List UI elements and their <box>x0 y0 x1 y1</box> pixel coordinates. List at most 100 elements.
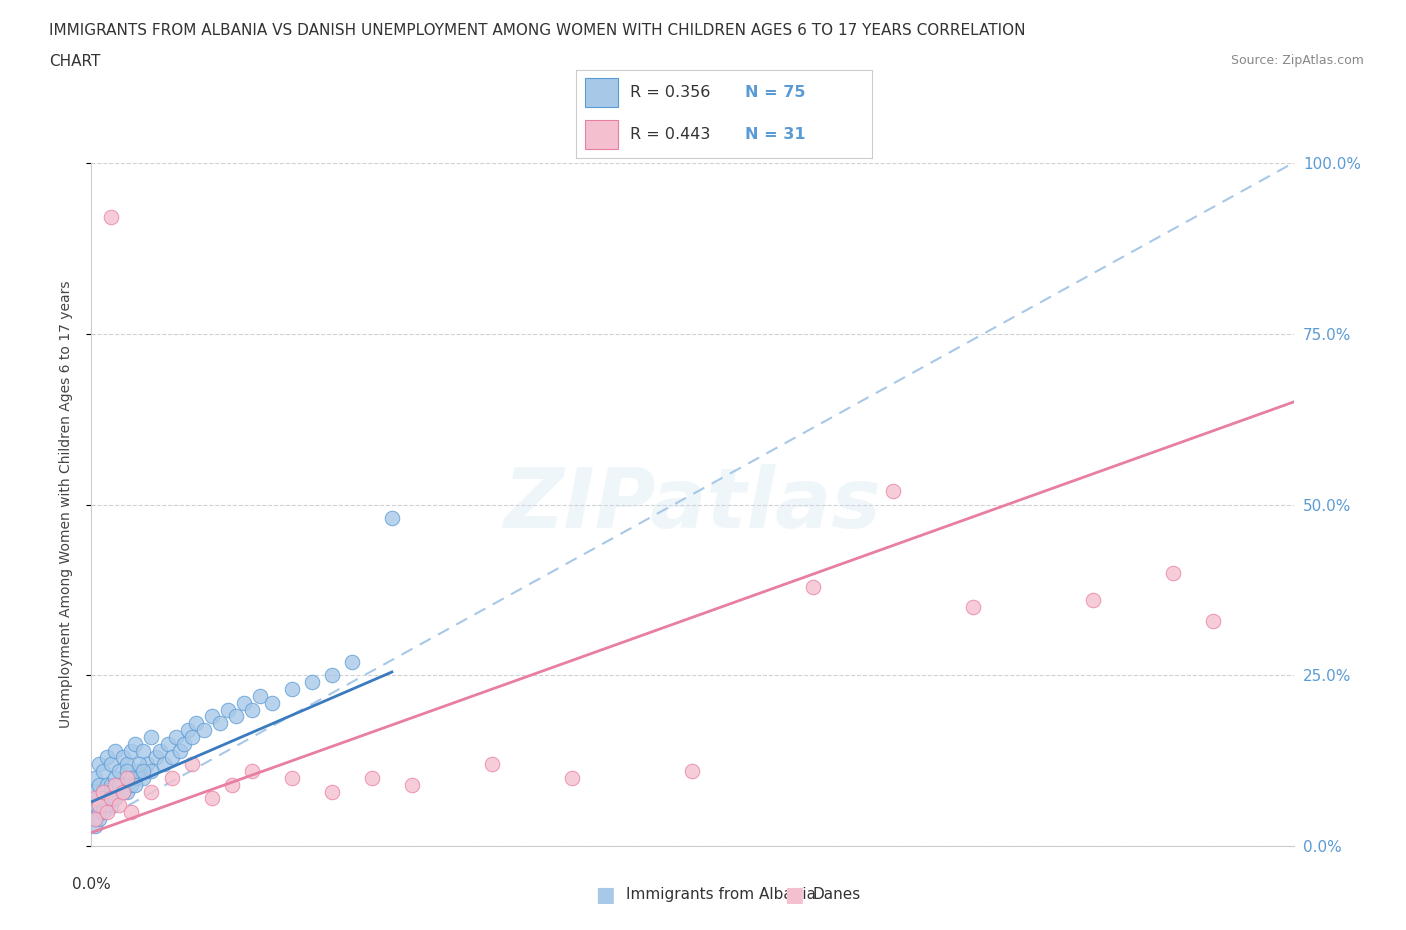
Point <box>84 812 107 827</box>
Point <box>121 804 143 819</box>
Point <box>84 770 107 785</box>
Point <box>117 770 139 785</box>
Point <box>121 777 143 792</box>
Point <box>108 764 131 778</box>
Point <box>160 750 183 764</box>
Point <box>169 743 191 758</box>
Point <box>176 723 198 737</box>
Text: ■: ■ <box>595 884 614 905</box>
Point <box>121 743 143 758</box>
Point <box>112 750 135 764</box>
Point <box>124 770 146 785</box>
Point <box>201 791 224 806</box>
Point <box>121 770 143 785</box>
Point <box>180 757 202 772</box>
Point <box>93 784 115 799</box>
Point <box>1202 613 1225 628</box>
Point <box>93 784 115 799</box>
Point <box>221 777 243 792</box>
Point <box>89 812 111 827</box>
FancyBboxPatch shape <box>585 78 617 107</box>
Point <box>481 757 503 772</box>
Point <box>108 777 131 792</box>
Point <box>89 757 111 772</box>
Point <box>96 791 118 806</box>
Point <box>100 798 122 813</box>
Point <box>104 777 127 792</box>
Point <box>89 798 111 813</box>
Y-axis label: Unemployment Among Women with Children Ages 6 to 17 years: Unemployment Among Women with Children A… <box>59 281 73 728</box>
Point <box>801 579 824 594</box>
Point <box>128 764 150 778</box>
Point <box>193 723 215 737</box>
Point <box>89 791 111 806</box>
Point <box>165 729 187 744</box>
Text: 0.0%: 0.0% <box>72 877 111 892</box>
Point <box>148 743 170 758</box>
Point <box>132 770 155 785</box>
Point <box>156 737 179 751</box>
Text: R = 0.443: R = 0.443 <box>630 127 710 142</box>
Point <box>84 812 107 827</box>
Point <box>184 716 207 731</box>
Point <box>281 770 304 785</box>
Point <box>301 675 323 690</box>
Point <box>173 737 195 751</box>
Text: CHART: CHART <box>49 54 101 69</box>
FancyBboxPatch shape <box>585 120 617 150</box>
Text: ■: ■ <box>785 884 804 905</box>
Point <box>100 784 122 799</box>
Point <box>117 757 139 772</box>
Point <box>136 757 159 772</box>
Text: N = 75: N = 75 <box>745 85 806 100</box>
Point <box>141 729 163 744</box>
Point <box>132 764 155 778</box>
Point <box>100 210 122 225</box>
Text: N = 31: N = 31 <box>745 127 806 142</box>
Point <box>89 777 111 792</box>
Point <box>240 702 263 717</box>
Point <box>112 784 135 799</box>
Point <box>108 784 131 799</box>
Point <box>108 798 131 813</box>
Point <box>84 818 107 833</box>
Point <box>89 804 111 819</box>
Point <box>281 682 304 697</box>
Point <box>681 764 703 778</box>
Point <box>152 757 174 772</box>
Point <box>232 696 254 711</box>
Point <box>249 688 271 703</box>
Point <box>225 709 247 724</box>
Text: ZIPatlas: ZIPatlas <box>503 464 882 545</box>
Point <box>96 777 118 792</box>
Text: R = 0.356: R = 0.356 <box>630 85 710 100</box>
Point <box>112 777 135 792</box>
Point <box>180 729 202 744</box>
Point <box>93 804 115 819</box>
Point <box>381 511 404 525</box>
Point <box>124 777 146 792</box>
Point <box>962 600 984 615</box>
Point <box>208 716 231 731</box>
Point <box>132 743 155 758</box>
Point <box>93 764 115 778</box>
Point <box>96 804 118 819</box>
Point <box>84 798 107 813</box>
Point <box>128 757 150 772</box>
Point <box>882 484 904 498</box>
Point <box>84 791 107 806</box>
Point <box>360 770 382 785</box>
Text: Source: ZipAtlas.com: Source: ZipAtlas.com <box>1230 54 1364 67</box>
Point <box>240 764 263 778</box>
Point <box>104 791 127 806</box>
Point <box>117 764 139 778</box>
Text: Danes: Danes <box>813 887 860 902</box>
Point <box>145 750 167 764</box>
Point <box>93 791 115 806</box>
Point <box>401 777 423 792</box>
Point <box>104 770 127 785</box>
Point <box>104 791 127 806</box>
Point <box>340 655 363 670</box>
Point <box>141 784 163 799</box>
Point <box>84 784 107 799</box>
